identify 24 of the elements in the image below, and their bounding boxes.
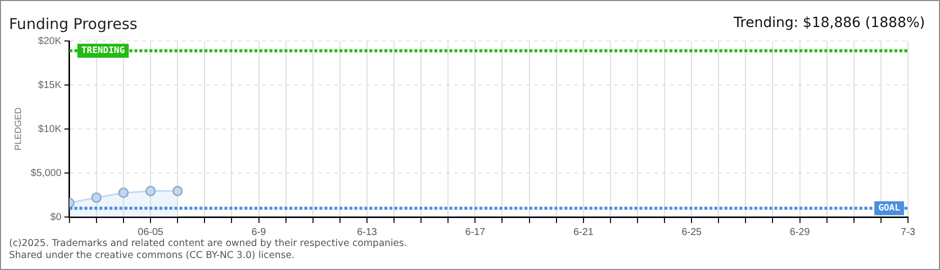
x-tick-label: 06-05 xyxy=(138,226,164,238)
chart-subtitle: Trending: $18,886 (1888%) xyxy=(734,15,925,31)
y-axis-title: PLEDGED xyxy=(12,106,23,151)
chart-title: Funding Progress xyxy=(9,15,138,33)
point xyxy=(91,192,102,203)
ref-line-label: TRENDING xyxy=(81,46,125,56)
x-tick-label: 6-9 xyxy=(252,226,266,238)
y-tick-label: $0 xyxy=(50,212,62,223)
x-tick-label: 6-17 xyxy=(465,226,486,238)
point xyxy=(118,188,129,198)
y-tick-label: $10K xyxy=(38,124,62,135)
y-tick-label: $15K xyxy=(38,80,62,91)
y-tick-label: $5,000 xyxy=(30,168,62,179)
x-tick-label: 6-25 xyxy=(682,226,702,238)
text: Shared under the creative commons (CC BY-NC 3.0) license. xyxy=(9,250,296,262)
x-tick-label: 7-3 xyxy=(900,226,916,238)
ref-line-label: GOAL xyxy=(878,204,901,214)
x-tick-label: 6-21 xyxy=(573,226,594,238)
text: (c)2025. Trademarks and related content are owned by their respective companies. xyxy=(9,238,407,250)
x-tick-label: 6-13 xyxy=(356,226,378,238)
y-tick-label: $20K xyxy=(38,36,62,47)
point xyxy=(172,186,183,196)
point xyxy=(145,186,156,196)
x-tick-label: 6-29 xyxy=(790,226,810,238)
